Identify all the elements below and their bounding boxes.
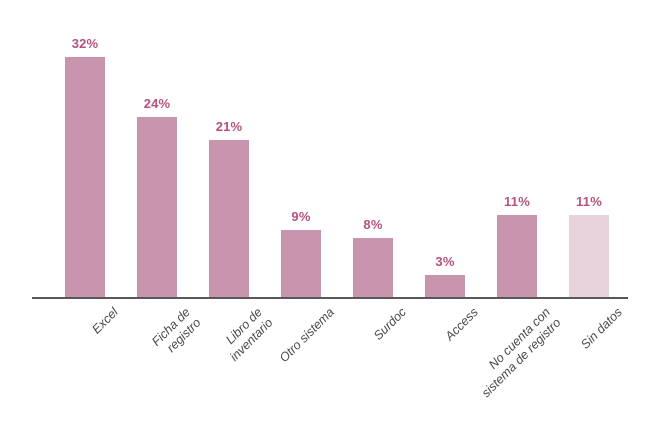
bar[interactable] xyxy=(65,57,105,298)
bar-group: 24% xyxy=(137,96,177,298)
category-label-line: Surdoc xyxy=(370,305,409,343)
category-label: Libro de inventario xyxy=(217,305,277,365)
bar-value-label: 11% xyxy=(576,194,602,210)
bar-group: 3% xyxy=(425,254,465,298)
bar-group: 21% xyxy=(209,119,249,298)
x-axis-baseline xyxy=(32,297,628,299)
bar[interactable] xyxy=(209,139,249,298)
category-label: Sin datos xyxy=(578,305,625,352)
category-label: Ficha de registro xyxy=(149,305,204,360)
bar-value-label: 8% xyxy=(363,216,383,232)
bar-value-label: 32% xyxy=(71,36,99,52)
bar-value-label: 3% xyxy=(435,254,455,270)
category-label: Excel xyxy=(89,305,121,337)
category-label: Access xyxy=(443,305,482,344)
bar-value-label: 21% xyxy=(215,118,243,134)
bar-group: 11% xyxy=(569,194,609,298)
bar-value-label: 24% xyxy=(143,96,171,112)
bar[interactable] xyxy=(281,230,321,298)
bar[interactable] xyxy=(425,275,465,298)
bar-value-label: 9% xyxy=(291,209,311,225)
bar-group: 9% xyxy=(281,209,321,298)
bar[interactable] xyxy=(353,237,393,298)
category-label-line: Access xyxy=(442,305,481,344)
bar-group: 8% xyxy=(353,217,393,298)
category-label: No cuenta con sistema de registro xyxy=(468,305,564,401)
category-label-line: Sin datos xyxy=(578,305,625,352)
category-label: Surdoc xyxy=(371,305,410,344)
bar-group: 11% xyxy=(497,194,537,298)
category-label-line: Otro sistema xyxy=(276,305,337,366)
bar-value-label: 11% xyxy=(504,194,530,210)
bar-group: 32% xyxy=(65,36,105,298)
category-label-line: Excel xyxy=(89,305,121,337)
bar[interactable] xyxy=(137,117,177,298)
bar[interactable] xyxy=(569,215,609,298)
bar[interactable] xyxy=(497,215,537,298)
category-label: Otro sistema xyxy=(277,305,338,366)
